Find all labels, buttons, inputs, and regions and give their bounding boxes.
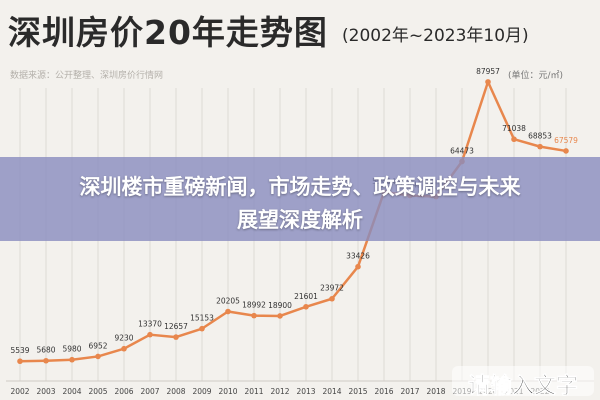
data-label: 18900 — [268, 301, 292, 310]
price-series-line — [19, 80, 567, 363]
data-point — [563, 148, 569, 154]
data-point — [173, 334, 179, 340]
watermark-box: 请输入文字 — [452, 366, 594, 399]
data-label: 20205 — [216, 297, 240, 306]
data-point — [277, 313, 283, 319]
data-point — [69, 356, 75, 363]
data-point — [511, 136, 517, 143]
watermark-text: 请输入文字 — [467, 374, 579, 400]
unit-note: (单位：元/㎡) — [508, 71, 564, 81]
data-source-note: 数据来源：公开整理、深圳房价行情网 — [10, 71, 164, 81]
x-tick-label: 2010 — [218, 387, 237, 396]
data-label: 12657 — [164, 322, 188, 331]
data-label: 6952 — [88, 341, 107, 350]
data-label: 5539 — [10, 346, 29, 355]
data-point — [485, 79, 491, 85]
chart-subtitle: (2002年~2023年10月) — [342, 26, 529, 46]
data-point — [17, 358, 23, 365]
x-tick-label: 2017 — [400, 387, 419, 396]
x-tick-label: 2011 — [244, 387, 263, 396]
x-tick-label: 2018 — [426, 387, 445, 396]
data-label: 21601 — [294, 292, 318, 301]
news-banner: 深圳楼市重磅新闻，市场走势、政策调控与未来 展望深度解析 — [0, 157, 600, 241]
x-tick-label: 2009 — [192, 387, 211, 396]
data-point — [121, 345, 127, 352]
banner-headline-line-2: 展望深度解析 — [237, 208, 363, 232]
data-point — [537, 143, 543, 150]
data-label: 67579 — [554, 136, 578, 145]
x-tick-label: 2002 — [10, 387, 29, 396]
data-label: 87957 — [476, 67, 500, 76]
banner-headline-line-1: 深圳楼市重磅新闻，市场走势、政策调控与未来 — [79, 175, 521, 199]
data-label: 68853 — [528, 132, 552, 141]
data-point — [251, 312, 257, 319]
data-point — [225, 308, 231, 315]
data-label: 18992 — [242, 301, 266, 310]
x-tick-label: 2007 — [140, 387, 159, 396]
chart-title: 深圳房价20年走势图 — [8, 13, 328, 52]
x-tick-label: 2013 — [296, 387, 315, 396]
data-point — [303, 303, 309, 310]
data-label: 23972 — [320, 284, 344, 293]
x-tick-label: 2003 — [36, 387, 55, 396]
data-label: 33426 — [346, 252, 370, 261]
data-label: 13370 — [138, 320, 162, 329]
x-tick-label: 2014 — [322, 387, 341, 396]
data-label: 71038 — [502, 124, 526, 133]
data-point — [43, 357, 49, 364]
data-point — [355, 263, 361, 270]
data-label: 64473 — [450, 146, 474, 155]
x-tick-label: 2004 — [62, 387, 81, 396]
data-point — [95, 353, 101, 360]
x-tick-label: 2012 — [270, 387, 289, 396]
data-label: 9230 — [114, 334, 133, 343]
x-tick-label: 2016 — [374, 387, 393, 396]
data-point — [199, 325, 205, 332]
data-label: 15153 — [190, 314, 214, 323]
x-tick-label: 2005 — [88, 387, 107, 396]
x-tick-label: 2015 — [348, 387, 367, 396]
data-point — [329, 295, 335, 302]
x-tick-label: 2006 — [114, 387, 133, 396]
data-label: 5980 — [62, 345, 81, 354]
data-point — [147, 331, 153, 338]
data-label: 5680 — [36, 346, 55, 355]
x-tick-label: 2008 — [166, 387, 185, 396]
data-points — [17, 79, 569, 365]
